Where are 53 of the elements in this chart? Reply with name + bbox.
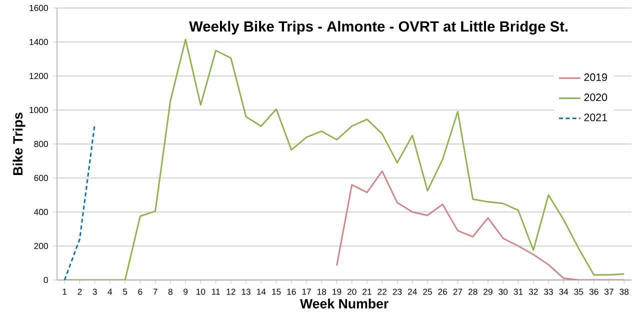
x-tick-label: 16 <box>287 288 296 295</box>
x-tick-label: 31 <box>514 288 523 295</box>
x-tick-label: 19 <box>332 288 342 295</box>
x-tick-label: 15 <box>272 288 281 295</box>
x-tick-label: 14 <box>257 288 266 295</box>
y-tick-label: 1600 <box>30 4 48 12</box>
x-tick-label: 24 <box>408 288 417 295</box>
x-tick-label: 30 <box>498 288 508 295</box>
y-tick-label: 800 <box>34 140 48 148</box>
y-tick-label: 1400 <box>30 38 48 46</box>
x-tick-label: 28 <box>468 288 478 295</box>
x-tick-label: 6 <box>138 288 142 295</box>
x-tick-label: 33 <box>544 288 553 295</box>
x-tick-label: 9 <box>184 288 188 295</box>
x-tick-label: 37 <box>604 288 614 295</box>
x-tick-label: 10 <box>196 288 206 295</box>
y-tick-label: 200 <box>34 242 48 250</box>
x-tick-label: 36 <box>589 288 598 295</box>
y-tick-label: 1000 <box>30 106 48 114</box>
x-tick-label: 8 <box>168 288 172 295</box>
x-tick-label: 35 <box>574 288 584 295</box>
legend-label: 2020 <box>584 94 608 102</box>
x-tick-label: 18 <box>318 288 326 295</box>
legend-label: 2021 <box>584 114 607 122</box>
y-tick-label: 0 <box>44 276 48 284</box>
x-tick-label: 34 <box>559 288 568 295</box>
y-tick-label: 1200 <box>30 72 48 80</box>
x-tick-label: 26 <box>438 288 448 295</box>
x-tick-label: 17 <box>302 288 311 295</box>
x-tick-label: 5 <box>123 288 128 295</box>
y-tick-label: 400 <box>34 208 48 216</box>
x-tick-label: 21 <box>362 288 372 295</box>
x-axis-title: Week Number <box>300 298 388 308</box>
x-tick-label: 1 <box>62 288 67 295</box>
x-tick-label: 27 <box>453 288 462 295</box>
x-tick-label: 23 <box>392 288 402 295</box>
y-axis-title: Bike Trips <box>12 112 26 175</box>
x-tick-label: 32 <box>528 288 538 295</box>
x-tick-label: 12 <box>226 288 236 295</box>
x-tick-label: 13 <box>242 288 250 295</box>
x-tick-label: 20 <box>348 288 356 295</box>
x-tick-label: 2 <box>78 288 82 295</box>
x-tick-label: 25 <box>423 288 432 295</box>
x-tick-label: 4 <box>108 288 112 295</box>
legend-label: 2019 <box>584 73 607 81</box>
x-tick-label: 22 <box>378 288 387 295</box>
x-tick-label: 11 <box>212 288 220 295</box>
x-tick-label: 7 <box>153 288 158 295</box>
y-tick-label: 600 <box>34 174 48 182</box>
text: Weekly Bike Trips - Almonte - OVRT at Little Bridge St. <box>189 20 568 35</box>
x-tick-label: 38 <box>620 288 629 295</box>
x-tick-label: 29 <box>484 288 492 295</box>
x-tick-label: 3 <box>92 288 97 295</box>
